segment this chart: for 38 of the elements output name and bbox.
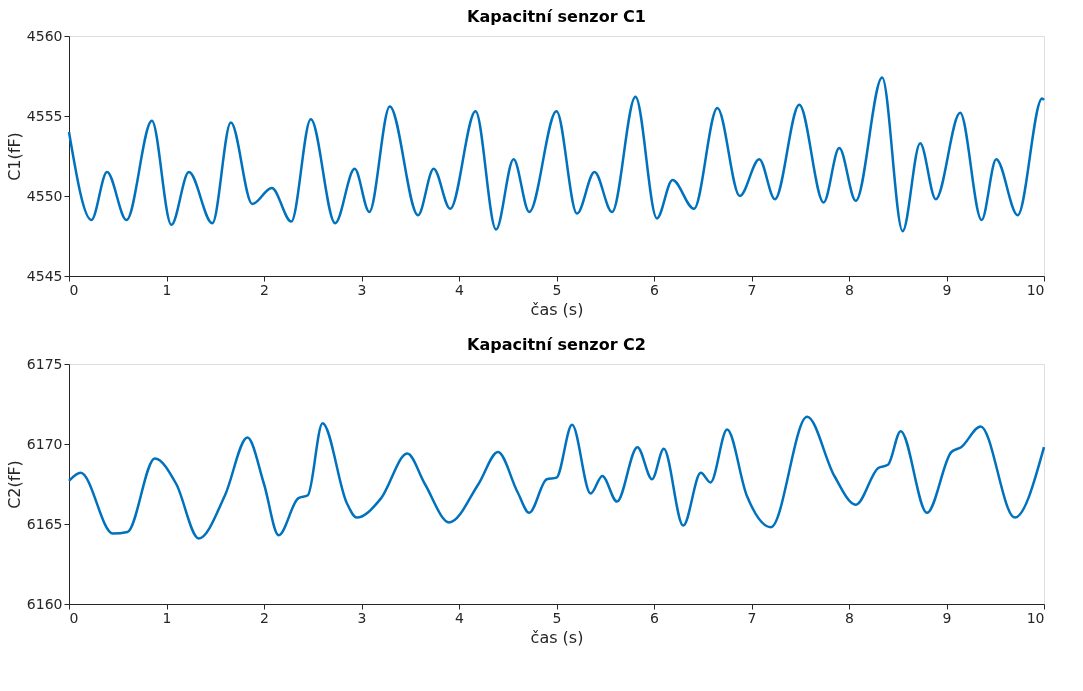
y-axis-title: C1(fF) <box>4 132 24 181</box>
y-tick-label: 4555 <box>26 107 63 124</box>
x-tick-label: 6 <box>650 281 660 298</box>
x-tick-label: 7 <box>747 281 757 298</box>
x-tick-label: 10 <box>1026 281 1045 298</box>
line-series <box>67 76 1046 233</box>
y-tick-label: 4545 <box>26 267 63 284</box>
y-tick-label: 6175 <box>26 355 63 372</box>
y-tick-label: 6170 <box>26 435 63 452</box>
x-tick-label: 9 <box>942 281 952 298</box>
y-tick-label: 6160 <box>26 595 63 612</box>
x-tick-label: 4 <box>455 609 465 626</box>
x-tick-label: 8 <box>845 609 854 626</box>
x-tick-label: 0 <box>69 609 79 626</box>
y-tick-label: 6165 <box>26 515 63 532</box>
x-tick-label: 2 <box>260 609 269 626</box>
y-tick-label: 4550 <box>26 187 63 204</box>
x-tick-label: 9 <box>942 609 952 626</box>
chart-title: Kapacitní senzor C2 <box>467 335 646 354</box>
x-tick-label: 7 <box>747 609 757 626</box>
line-series <box>67 415 1046 540</box>
x-axis-title: čas (s) <box>530 299 584 319</box>
x-tick-label: 4 <box>455 281 465 298</box>
x-tick-label: 2 <box>260 281 269 298</box>
x-tick-label: 10 <box>1026 609 1045 626</box>
x-axis-title: čas (s) <box>530 627 584 647</box>
x-tick-label: 1 <box>162 281 172 298</box>
y-tick-label: 4560 <box>26 27 63 44</box>
x-tick-label: 3 <box>357 609 367 626</box>
x-tick-label: 0 <box>69 281 79 298</box>
x-tick-label: 6 <box>650 609 660 626</box>
x-tick-label: 3 <box>357 281 367 298</box>
chart-title: Kapacitní senzor C1 <box>467 7 646 26</box>
x-tick-label: 5 <box>552 281 562 298</box>
x-tick-label: 5 <box>552 609 562 626</box>
x-tick-label: 1 <box>162 609 172 626</box>
x-tick-label: 8 <box>845 281 854 298</box>
y-axis-title: C2(fF) <box>4 460 24 509</box>
